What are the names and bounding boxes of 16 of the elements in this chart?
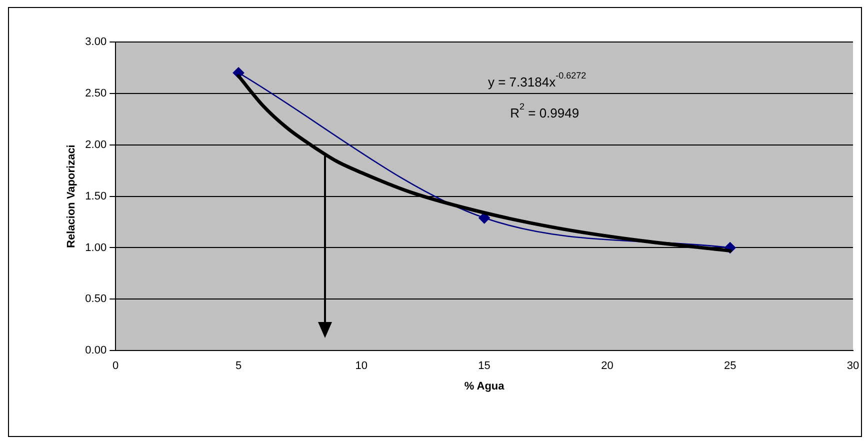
y-tick-label: 3.00: [85, 36, 107, 48]
x-axis-title: % Agua: [464, 380, 506, 392]
y-tick-label: 0.00: [85, 344, 107, 357]
y-tick-label: 2.00: [85, 138, 107, 151]
y-tick-label: 1.50: [85, 190, 107, 202]
x-tick-label: 30: [846, 360, 860, 372]
y-tick-label: 0.50: [85, 293, 107, 306]
y-tick-label: 2.50: [85, 87, 107, 100]
x-tick-label: 25: [724, 360, 736, 372]
x-tick-label: 15: [478, 360, 490, 372]
x-tick-label: 20: [601, 360, 614, 372]
y-axis-title: Relacion Vaporizaci: [66, 144, 78, 248]
x-tick-label: 10: [355, 360, 368, 372]
x-tick-label: 5: [235, 360, 242, 372]
x-tick-label: 0: [112, 360, 119, 372]
y-tick-label: 1.00: [85, 242, 107, 254]
